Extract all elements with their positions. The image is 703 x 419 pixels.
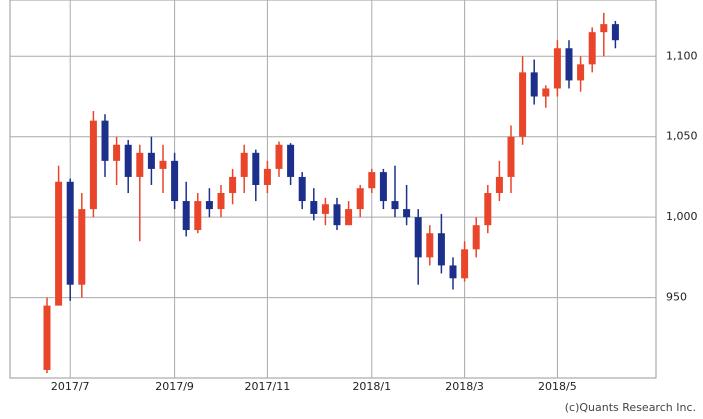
candle-body <box>275 144 283 169</box>
candle-body <box>461 249 469 279</box>
candle-body <box>298 176 306 202</box>
x-tick-label: 2018/3 <box>445 380 484 393</box>
candle-body <box>89 120 97 210</box>
candle-body <box>159 160 167 169</box>
candle-body <box>600 24 608 33</box>
candle-body <box>136 152 144 177</box>
plot-frame <box>9 0 657 379</box>
candle-body <box>368 172 376 189</box>
candle-body <box>287 144 295 177</box>
candle-body <box>43 305 51 370</box>
candle-body <box>321 204 329 214</box>
x-tick-label: 2018/5 <box>538 380 577 393</box>
candle-body <box>449 265 457 279</box>
candle-body <box>345 209 353 226</box>
candle-body <box>78 209 86 285</box>
candle-body <box>530 72 538 97</box>
candle-body <box>182 201 190 231</box>
credit: (c)Quants Research Inc. <box>565 401 696 414</box>
candle-body <box>553 48 561 89</box>
candle-body <box>426 233 434 258</box>
candle-body <box>171 160 179 202</box>
candle-body <box>333 204 341 226</box>
candle-body <box>55 181 63 306</box>
x-tick-label: 2017/11 <box>245 380 291 393</box>
candle-body <box>252 152 260 185</box>
candle-body <box>542 88 550 97</box>
candle-body <box>147 152 155 169</box>
y-tick-label: 1,050 <box>666 130 698 143</box>
candle-body <box>403 209 411 218</box>
x-tick-label: 2018/1 <box>352 380 391 393</box>
candle-body <box>565 48 573 81</box>
y-tick-label: 950 <box>666 291 687 304</box>
x-tick-label: 2017/7 <box>51 380 90 393</box>
candle-body <box>229 176 237 194</box>
candle-body <box>484 193 492 226</box>
candle-body <box>66 181 74 285</box>
candle-body <box>611 24 619 41</box>
x-tick-label: 2017/9 <box>155 380 194 393</box>
candle-body <box>414 217 422 258</box>
candle-body <box>588 32 596 65</box>
candle-body <box>507 136 515 177</box>
candle-body <box>437 233 445 266</box>
y-tick-label: 1,100 <box>666 49 698 62</box>
candle-body <box>577 64 585 81</box>
candle-body <box>194 201 202 231</box>
candle-body <box>391 201 399 210</box>
candle-body <box>379 172 387 202</box>
candle-body <box>495 176 503 194</box>
candle-body <box>205 201 213 210</box>
candle-body <box>113 144 121 161</box>
candle-body <box>124 144 132 177</box>
candle-body <box>519 72 527 137</box>
candle-body <box>263 168 271 185</box>
candle-body <box>217 193 225 210</box>
candle-body <box>101 120 109 161</box>
y-tick-label: 1,000 <box>666 210 698 223</box>
candle-body <box>240 152 248 177</box>
candle-body <box>356 188 364 210</box>
candle-body <box>310 201 318 214</box>
candle-body <box>472 225 480 250</box>
